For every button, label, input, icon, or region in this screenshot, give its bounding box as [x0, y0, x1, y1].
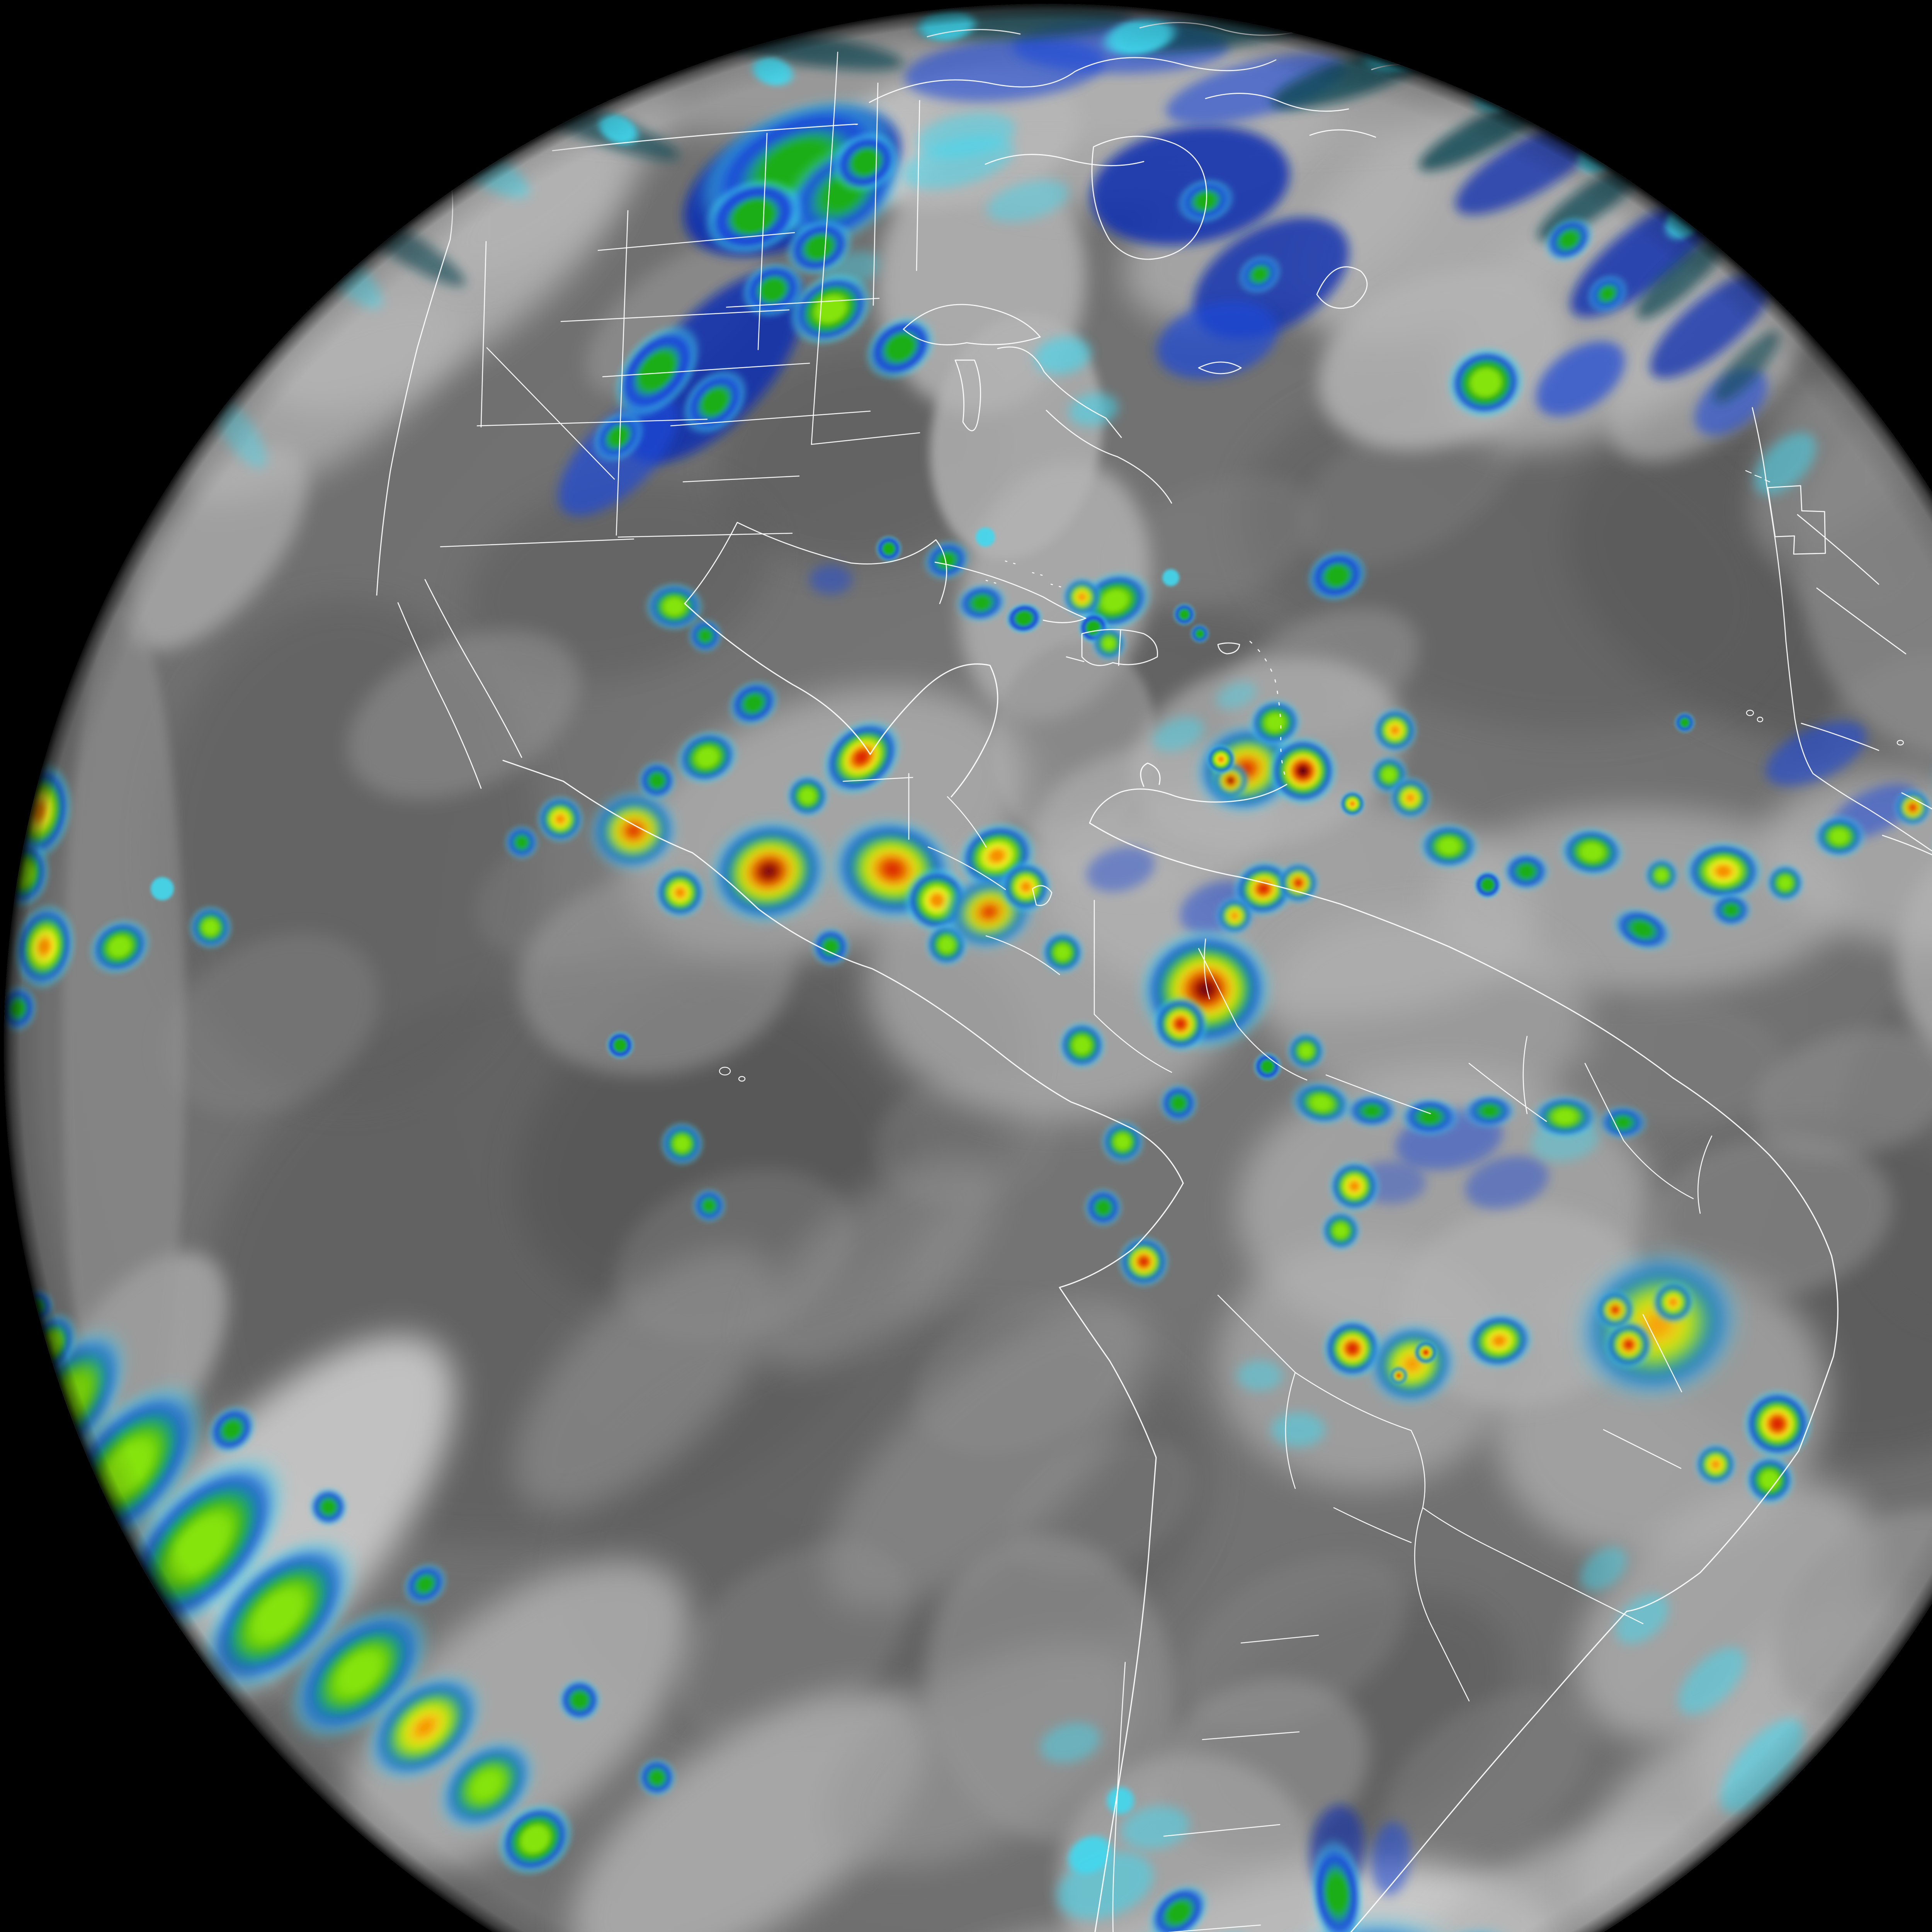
limb-shade — [4, 4, 1932, 1932]
